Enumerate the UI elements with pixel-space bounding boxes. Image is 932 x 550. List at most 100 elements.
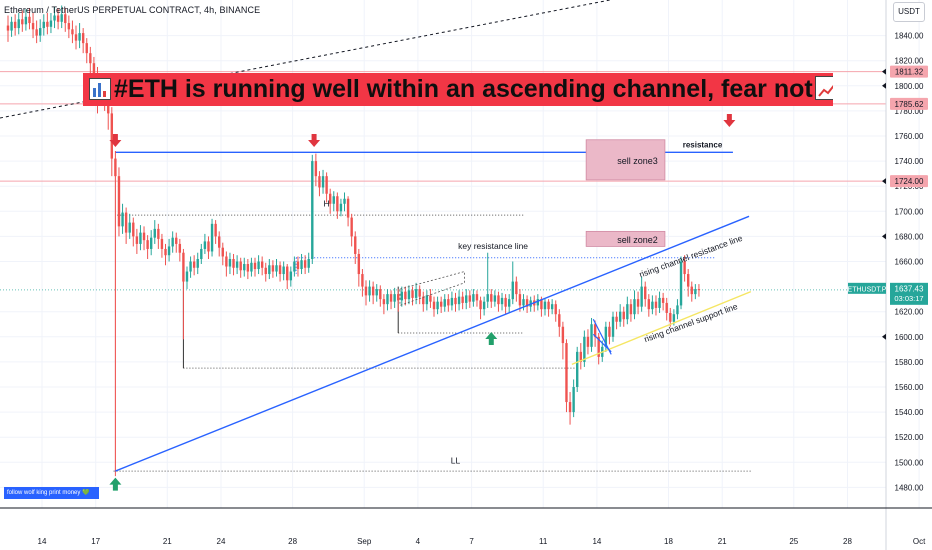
candle-body	[364, 286, 368, 296]
candle-body	[153, 228, 156, 238]
price-axis-marker	[882, 178, 886, 185]
candle-body	[493, 295, 497, 302]
candle-body	[300, 260, 303, 270]
candle-body	[243, 264, 246, 271]
current-price-box	[890, 282, 928, 305]
candle-body	[561, 326, 565, 344]
currency-button[interactable]: USDT	[893, 2, 925, 22]
price-label-box	[890, 97, 928, 110]
up-arrow-icon	[485, 332, 498, 346]
candle-body	[375, 289, 378, 296]
price-label-text: 1811.32	[895, 68, 924, 77]
time-tick-label: 4	[416, 537, 421, 546]
candle-body	[6, 25, 10, 31]
candle-body	[128, 222, 131, 233]
candle-body	[275, 265, 278, 272]
candle-body	[382, 299, 386, 305]
time-tick-label: 11	[539, 537, 548, 546]
price-label-box	[890, 175, 928, 188]
candle-body	[357, 253, 361, 275]
time-tick-label: 14	[592, 537, 601, 546]
candle-body	[246, 264, 250, 272]
candle-body	[71, 29, 74, 35]
candle-body	[67, 23, 71, 30]
candle-body	[121, 212, 124, 227]
candle-body	[346, 198, 350, 218]
candle-body	[232, 258, 235, 268]
symbol-title: Ethereum / TetherUS PERPETUAL CONTRACT, …	[4, 5, 261, 15]
candle-body	[411, 290, 414, 298]
candle-body	[85, 43, 88, 54]
candle-body	[418, 289, 421, 297]
candle-body	[490, 294, 493, 302]
candle-body	[622, 311, 625, 320]
candle-body	[479, 300, 482, 310]
rising-channel-resistance-line	[115, 215, 750, 472]
candle-body	[593, 324, 597, 337]
candle-body	[389, 294, 393, 302]
price-axis-marker	[882, 68, 886, 75]
candle-body	[579, 351, 582, 362]
candle-body	[13, 21, 17, 29]
price-tick-label: 1600.00	[895, 333, 924, 342]
candle-body	[189, 261, 192, 272]
candle-body	[282, 266, 285, 275]
price-axis-marker	[882, 333, 886, 340]
candle-body	[697, 289, 701, 291]
down-arrow-icon	[308, 134, 321, 148]
symbol-tag-text: ETHUSDT.P	[848, 286, 887, 293]
chart-annotation: resistance	[683, 140, 723, 149]
candle-body	[414, 289, 418, 298]
candle-body	[124, 212, 128, 233]
candle-body	[540, 299, 543, 310]
candle-body	[196, 258, 199, 268]
candle-body	[182, 252, 185, 282]
candle-body	[633, 299, 636, 315]
headline-text: #ETH is running well within an ascending…	[114, 75, 813, 103]
candle-body	[117, 176, 121, 227]
chart-annotation: key resistance line	[458, 241, 528, 251]
candle-body	[175, 237, 178, 244]
candle-body	[443, 299, 446, 307]
candle-body	[192, 261, 196, 268]
candle-body	[504, 297, 507, 307]
candle-body	[296, 261, 300, 270]
candle-body	[636, 299, 640, 307]
candle-body	[558, 314, 561, 327]
price-tick-label: 1680.00	[895, 232, 924, 241]
price-tick-label: 1820.00	[895, 57, 924, 66]
candle-body	[56, 15, 60, 22]
candle-body	[572, 387, 575, 413]
candle-body	[611, 316, 615, 337]
candle-body	[472, 294, 475, 302]
candle-body	[139, 232, 142, 244]
candle-body	[608, 326, 611, 337]
price-tick-label: 1840.00	[895, 32, 924, 41]
candle-body	[386, 294, 389, 305]
candle-body	[321, 176, 325, 188]
candle-body	[336, 196, 339, 212]
price-tick-label: 1480.00	[895, 483, 924, 492]
time-tick-label: 28	[288, 537, 297, 546]
price-tick-label: 1760.00	[895, 132, 924, 141]
candle-body	[565, 343, 568, 403]
candle-body	[60, 14, 63, 22]
candle-body	[465, 295, 468, 303]
wedge-line	[592, 333, 612, 353]
candle-body	[618, 311, 622, 322]
candle-body	[543, 301, 547, 310]
candle-body	[10, 21, 13, 31]
price-tick-label: 1700.00	[895, 207, 924, 216]
candle-body	[214, 223, 217, 237]
candle-body	[203, 241, 207, 249]
candle-body	[400, 291, 403, 301]
candle-body	[260, 261, 264, 268]
candle-body	[482, 301, 486, 310]
sell-zone-box	[585, 230, 666, 247]
candle-body	[110, 113, 114, 159]
candle-body	[160, 238, 164, 249]
candle-body	[53, 15, 56, 21]
candle-body	[447, 299, 450, 306]
candle-body	[597, 336, 600, 357]
